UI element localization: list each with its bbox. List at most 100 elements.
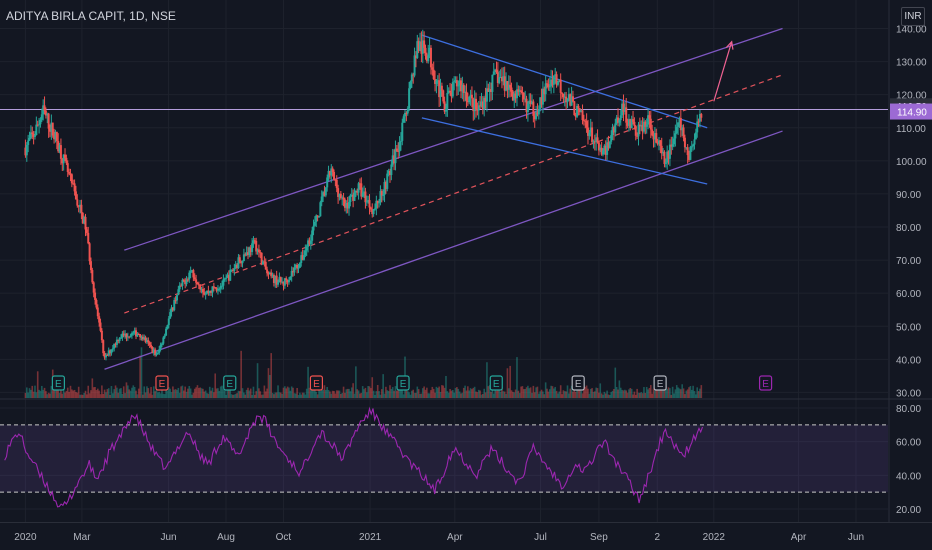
- volume-bar: [105, 392, 107, 398]
- volume-bar: [312, 387, 315, 398]
- volume-bar: [133, 386, 136, 398]
- volume-bar: [696, 387, 699, 398]
- symbol-title[interactable]: ADITYA BIRLA CAPIT, 1D, NSE: [6, 9, 176, 23]
- candle-body: [435, 80, 438, 84]
- volume-bar: [659, 387, 662, 398]
- volume-bar: [300, 394, 303, 398]
- candle-body: [231, 269, 234, 271]
- volume-bar: [371, 377, 374, 398]
- candle-body: [554, 74, 557, 76]
- time-tick-label: Jun: [160, 532, 176, 543]
- volume-bar: [207, 393, 210, 398]
- candle-body: [442, 90, 445, 102]
- candle-body: [507, 84, 510, 90]
- candle-body: [483, 97, 486, 110]
- rsi-axis[interactable]: 80.00 60.00 40.00 20.00: [896, 404, 921, 516]
- volume-bar: [402, 394, 405, 398]
- volume-bar: [282, 387, 285, 398]
- candle-body: [240, 261, 243, 264]
- volume-bar: [400, 386, 402, 398]
- candle-body: [612, 126, 615, 133]
- volume-bar: [443, 387, 446, 398]
- volume-bar: [274, 392, 277, 398]
- volume-bar: [594, 391, 596, 398]
- candle-body: [25, 144, 28, 156]
- volume-bar: [482, 393, 484, 398]
- volume-bar: [110, 386, 113, 398]
- volume-bar: [221, 385, 223, 398]
- candle-body: [412, 74, 415, 76]
- candle-body: [58, 145, 61, 152]
- candle-body: [43, 105, 46, 111]
- time-tick-label: 2021: [359, 532, 382, 543]
- candle-body: [155, 353, 158, 356]
- time-tick-label: Jun: [848, 532, 864, 543]
- candle-body: [61, 158, 64, 164]
- volume-bar: [120, 388, 122, 398]
- candle-body: [480, 101, 483, 107]
- candle-body: [517, 89, 520, 92]
- volume-bar: [79, 394, 81, 398]
- volume-bar: [132, 385, 135, 398]
- volume-bar: [525, 387, 528, 398]
- candle-body: [114, 343, 117, 345]
- volume-bar: [244, 394, 247, 398]
- candle-body: [74, 191, 77, 200]
- volume-bar: [654, 385, 656, 398]
- volume-bar: [565, 391, 567, 398]
- volume-bar: [135, 390, 137, 398]
- currency-badge[interactable]: INR: [901, 7, 925, 26]
- candle-body: [180, 285, 183, 287]
- candle-body: [603, 145, 606, 151]
- volume-bar: [180, 386, 182, 398]
- candle-body: [537, 109, 540, 115]
- volume-bar: [583, 386, 585, 398]
- volume-bar: [615, 386, 618, 398]
- candle-body: [666, 151, 669, 163]
- volume-bar: [557, 393, 559, 398]
- candle-body: [378, 202, 381, 204]
- candle-body: [530, 101, 533, 104]
- volume-bar: [490, 391, 492, 398]
- volume-bars: [24, 347, 703, 398]
- volume-bar: [338, 390, 341, 398]
- volume-bar: [46, 394, 49, 398]
- volume-bar: [260, 394, 263, 398]
- candle-body: [578, 108, 581, 113]
- candle-body: [454, 80, 457, 82]
- candle-body: [189, 271, 192, 273]
- candle-body: [663, 151, 666, 165]
- volume-bar: [39, 390, 42, 398]
- candle-body: [252, 240, 255, 244]
- candle-body: [272, 274, 275, 283]
- volume-bar: [267, 368, 270, 398]
- candle-body: [449, 90, 452, 93]
- candle-body: [634, 125, 637, 136]
- volume-bar: [495, 390, 498, 398]
- volume-bar: [624, 389, 626, 398]
- volume-bar: [94, 386, 96, 398]
- volume-bar: [232, 394, 234, 398]
- volume-bar: [296, 387, 298, 398]
- volume-bar: [572, 391, 574, 398]
- candle-body: [163, 335, 166, 338]
- candle-body: [171, 307, 174, 311]
- time-axis[interactable]: 2020 Mar Jun Aug Oct 2021 Apr Jul Sep 2 2022 Apr Jun: [0, 522, 932, 544]
- trendline-drawings[interactable]: [0, 27, 888, 370]
- volume-bar: [682, 388, 685, 398]
- candle-body: [670, 144, 673, 147]
- volume-bar: [330, 393, 333, 398]
- volume-bar: [458, 391, 461, 398]
- volume-bar: [501, 387, 503, 398]
- candle-body: [259, 252, 262, 254]
- price-axis[interactable]: 140.00 130.00 120.00 110.00 100.00 90.00 80.00…: [896, 25, 927, 400]
- volume-bar: [335, 390, 338, 398]
- volume-bar: [150, 387, 152, 398]
- candle-body: [85, 229, 88, 233]
- volume-bar: [449, 389, 451, 398]
- volume-bar: [353, 393, 356, 398]
- volume-bar: [536, 386, 539, 398]
- candle-body: [143, 337, 146, 340]
